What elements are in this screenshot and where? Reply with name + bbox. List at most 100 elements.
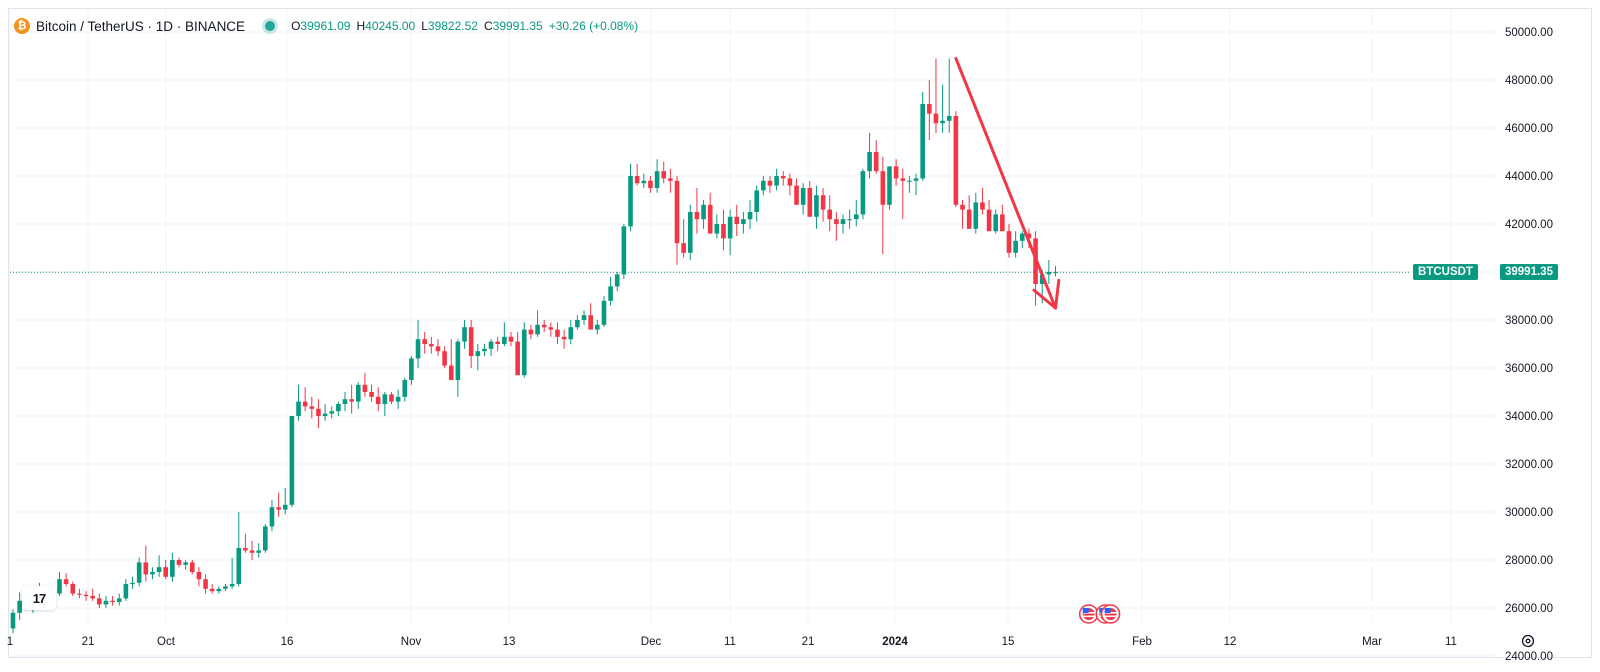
candle[interactable] [90, 588, 95, 601]
candle[interactable] [701, 200, 706, 229]
candle[interactable] [581, 310, 587, 325]
candle[interactable] [595, 320, 600, 335]
candle[interactable] [1046, 260, 1052, 284]
candle[interactable] [668, 168, 673, 193]
candle[interactable] [847, 209, 852, 229]
candle[interactable] [136, 557, 142, 587]
candle[interactable] [535, 310, 540, 337]
candle[interactable] [502, 322, 507, 347]
candle[interactable] [927, 80, 932, 140]
candle[interactable] [10, 609, 16, 634]
candle[interactable] [853, 200, 859, 227]
candle[interactable] [873, 140, 879, 174]
candle[interactable] [83, 591, 89, 601]
candle[interactable] [196, 567, 202, 587]
candle[interactable] [780, 171, 786, 186]
candle[interactable] [183, 560, 188, 570]
candle[interactable] [814, 185, 819, 229]
candle[interactable] [761, 176, 766, 196]
candle[interactable] [980, 188, 985, 215]
candle[interactable] [395, 389, 401, 409]
candle[interactable] [966, 195, 972, 229]
candle[interactable] [382, 392, 388, 416]
candle[interactable] [714, 214, 720, 239]
us-flag-icon[interactable] [1078, 604, 1099, 624]
candle[interactable] [123, 579, 129, 601]
candle[interactable] [907, 176, 912, 193]
candle[interactable] [608, 276, 613, 306]
candle[interactable] [681, 219, 686, 258]
candle[interactable] [322, 404, 328, 421]
candle[interactable] [1053, 266, 1058, 277]
candle[interactable] [17, 592, 22, 620]
candle[interactable] [973, 192, 979, 234]
candle[interactable] [807, 180, 813, 217]
candle[interactable] [342, 392, 348, 412]
candle[interactable] [302, 387, 308, 412]
candle[interactable] [229, 557, 235, 589]
symbol-title[interactable]: Bitcoin / TetherUS · 1D · BINANCE [36, 18, 246, 34]
candle[interactable] [176, 557, 182, 568]
candle[interactable] [429, 336, 434, 354]
candle[interactable] [216, 586, 222, 594]
candle[interactable] [767, 176, 773, 193]
candle[interactable] [940, 84, 945, 133]
candle[interactable] [468, 320, 474, 368]
candle[interactable] [521, 322, 527, 378]
candle[interactable] [282, 488, 288, 515]
candle[interactable] [687, 204, 693, 260]
candle[interactable] [269, 500, 275, 532]
candle[interactable] [528, 324, 534, 340]
candle[interactable] [508, 332, 514, 347]
candle[interactable] [541, 320, 547, 332]
candle[interactable] [223, 584, 228, 592]
candle[interactable] [475, 344, 481, 371]
candle[interactable] [57, 572, 62, 596]
candle[interactable] [694, 188, 700, 234]
candle[interactable] [674, 176, 680, 265]
candle[interactable] [654, 159, 660, 193]
candle[interactable] [933, 58, 939, 133]
candle[interactable] [70, 581, 76, 596]
candle[interactable] [369, 384, 374, 402]
candle[interactable] [455, 339, 461, 397]
candle[interactable] [263, 524, 268, 553]
candle[interactable] [953, 111, 959, 208]
candle[interactable] [150, 567, 155, 580]
candle[interactable] [203, 574, 208, 594]
arrow-shaft[interactable] [954, 56, 1057, 310]
candle[interactable] [561, 329, 567, 349]
time-zone-settings-icon[interactable] [1519, 632, 1537, 650]
candle[interactable] [63, 573, 69, 587]
candle[interactable] [336, 401, 341, 416]
candle[interactable] [960, 200, 965, 229]
candle[interactable] [1019, 231, 1025, 248]
candle[interactable] [641, 173, 647, 188]
candle[interactable] [243, 533, 248, 553]
candle[interactable] [754, 185, 759, 222]
candle[interactable] [820, 188, 826, 222]
candle[interactable] [156, 555, 162, 577]
candle[interactable] [601, 296, 607, 328]
candle[interactable] [329, 406, 335, 419]
candle[interactable] [880, 156, 886, 254]
candle[interactable] [787, 173, 793, 196]
candle[interactable] [800, 183, 806, 215]
candle[interactable] [375, 387, 381, 412]
candle[interactable] [236, 512, 242, 587]
candle[interactable] [209, 584, 215, 594]
candle[interactable] [415, 320, 421, 368]
candle[interactable] [116, 593, 122, 606]
candle[interactable] [97, 593, 102, 608]
candle[interactable] [1013, 231, 1018, 258]
candle[interactable] [349, 384, 354, 414]
tradingview-logo-icon[interactable]: 17 [22, 586, 56, 610]
candle[interactable] [355, 382, 361, 409]
candle[interactable] [276, 492, 281, 517]
candle[interactable] [1006, 224, 1012, 258]
candle[interactable] [409, 356, 414, 385]
candle[interactable] [727, 209, 733, 256]
candle[interactable] [860, 168, 866, 220]
candle[interactable] [614, 272, 620, 292]
